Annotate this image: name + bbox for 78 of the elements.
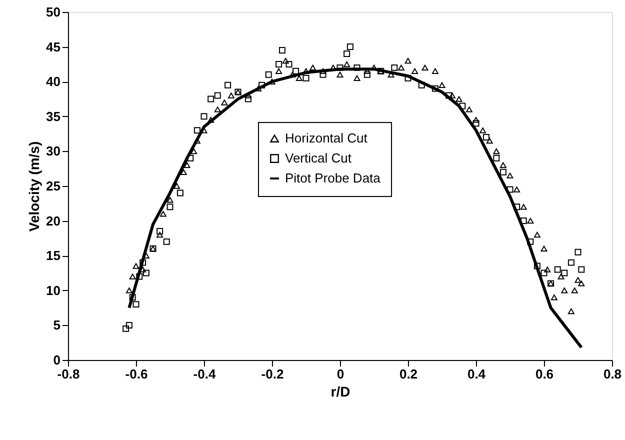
point <box>432 85 438 92</box>
y-tick-label: 15 <box>46 248 60 264</box>
point <box>214 92 221 99</box>
x-tick-label: -0.8 <box>57 366 80 382</box>
y-tick-label: 5 <box>53 318 60 333</box>
point <box>344 50 350 57</box>
point <box>278 47 286 54</box>
point <box>136 273 143 280</box>
y-tick-label: 50 <box>46 4 60 20</box>
y-tick-label: 10 <box>46 282 60 298</box>
point <box>176 190 184 196</box>
y-tick-label: 40 <box>46 74 60 90</box>
point <box>527 238 534 245</box>
point <box>482 134 490 141</box>
point <box>548 280 554 287</box>
point <box>578 266 585 273</box>
point <box>364 71 370 78</box>
point <box>276 60 282 68</box>
point <box>129 294 136 301</box>
y-tick-label: 30 <box>46 144 60 159</box>
point <box>459 102 466 110</box>
y-tick-label: 25 <box>46 178 60 194</box>
point <box>500 168 506 176</box>
point <box>234 88 242 96</box>
y-tick-label: 45 <box>46 39 60 54</box>
point <box>534 262 540 270</box>
point <box>292 68 300 74</box>
point <box>391 64 398 71</box>
point <box>200 113 208 120</box>
point <box>286 60 292 68</box>
x-tick-label: 0.4 <box>467 366 486 382</box>
point <box>446 92 452 99</box>
point <box>258 82 266 88</box>
point <box>302 74 310 82</box>
point <box>224 82 232 88</box>
point <box>561 270 568 276</box>
point <box>126 322 132 328</box>
point <box>140 259 146 266</box>
point <box>514 204 520 210</box>
point <box>166 204 174 210</box>
legend-label: Horizontal Cut <box>285 130 368 146</box>
point <box>132 301 140 308</box>
point <box>265 71 272 78</box>
point <box>156 228 164 234</box>
y-tick-label: 0 <box>53 352 60 368</box>
y-axis-title: Velocity (m/s) <box>26 141 42 232</box>
point <box>142 270 150 276</box>
x-tick-label: -0.6 <box>125 366 148 382</box>
y-tick-label: 35 <box>46 108 60 124</box>
x-tick-label: -0.4 <box>193 366 216 382</box>
point <box>320 71 326 78</box>
legend-label: Pitot Probe Data <box>285 170 382 186</box>
x-tick-label: 0.8 <box>603 366 622 382</box>
legend-label: Vertical Cut <box>285 150 352 166</box>
point <box>150 245 156 252</box>
x-tick-label: 0.6 <box>535 366 554 382</box>
point <box>122 325 130 332</box>
x-tick-label: -0.2 <box>261 366 284 382</box>
point <box>163 238 170 245</box>
point <box>493 154 500 162</box>
point <box>540 270 548 276</box>
point <box>404 74 412 82</box>
point <box>244 96 252 102</box>
point <box>418 82 425 88</box>
point <box>574 248 582 256</box>
x-axis-title: r/D <box>330 384 350 400</box>
x-tick-label: 0 <box>336 366 344 382</box>
point <box>346 44 354 50</box>
point <box>194 127 200 134</box>
point <box>208 96 214 102</box>
point <box>568 259 574 266</box>
point <box>554 266 561 273</box>
point <box>187 154 194 162</box>
x-tick-label: 0.2 <box>399 366 418 382</box>
point <box>506 186 514 193</box>
point <box>520 218 527 224</box>
point <box>472 120 480 127</box>
y-tick-label: 20 <box>46 213 60 228</box>
